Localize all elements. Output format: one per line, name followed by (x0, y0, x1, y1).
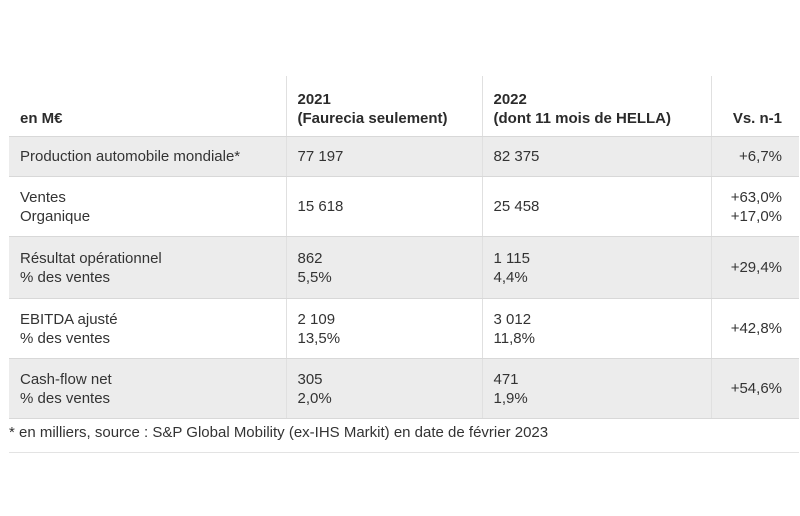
financial-results-table: en M€ 2021 (Faurecia seulement) 2022 (do… (9, 76, 799, 419)
header-2022-note: (dont 11 mois de HELLA) (493, 110, 672, 127)
value-2021-sub-line: 13,5% (297, 329, 341, 347)
row-label: Production automobile mondiale* (9, 136, 286, 177)
value-2021-sub-line: 2,0% (297, 389, 332, 407)
value-2021: 862 5,5% (285, 236, 482, 299)
value-change-line: +54,6% (730, 380, 782, 397)
value-2022: 3 012 11,8% (481, 298, 711, 359)
row-label-line: EBITDA ajusté (20, 310, 118, 328)
row-sublabel-line: % des ventes (20, 268, 111, 286)
row-sublabel-line: % des ventes (20, 329, 111, 347)
value-2021: 2 109 13,5% (285, 298, 482, 359)
value-2022: 1 115 4,4% (481, 236, 711, 299)
value-2021-line: 77 197 (297, 148, 344, 165)
value-2022-line: 25 458 (493, 198, 540, 215)
value-change-line: +42,8% (730, 320, 782, 337)
value-2022: 25 458 (481, 176, 711, 237)
value-change: +54,6% (710, 358, 799, 419)
table-header-row: en M€ 2021 (Faurecia seulement) 2022 (do… (9, 76, 799, 137)
value-change: +6,7% (710, 136, 799, 177)
header-change: Vs. n-1 (710, 76, 799, 137)
table-row: Production automobile mondiale* 77 197 8… (9, 136, 799, 177)
row-sublabel-line: Organique (20, 207, 91, 225)
value-change: +42,8% (710, 298, 799, 359)
value-2021-line: 862 (297, 249, 323, 267)
header-2021-year: 2021 (297, 91, 331, 108)
value-change-sub-line: +17,0% (730, 207, 782, 225)
table-row: Ventes Organique 15 618 25 458 +63,0% +1… (9, 176, 799, 237)
row-label: EBITDA ajusté % des ventes (9, 298, 286, 359)
table-footnote: * en milliers, source : S&P Global Mobil… (9, 424, 549, 441)
value-2022-line: 82 375 (493, 148, 540, 165)
value-2021: 305 2,0% (285, 358, 482, 419)
value-2021: 77 197 (285, 136, 482, 177)
table-row: EBITDA ajusté % des ventes 2 109 13,5% 3… (9, 298, 799, 359)
header-2022: 2022 (dont 11 mois de HELLA) (481, 76, 711, 137)
header-2022-year: 2022 (493, 91, 527, 108)
value-2021-line: 2 109 (297, 310, 336, 328)
value-2021-line: 305 (297, 370, 323, 388)
row-label: Ventes Organique (9, 176, 286, 237)
value-2022-sub-line: 4,4% (493, 268, 528, 286)
value-2021: 15 618 (285, 176, 482, 237)
row-sublabel-line: % des ventes (20, 389, 111, 407)
header-unit-label: en M€ (20, 110, 63, 127)
row-label: Cash-flow net % des ventes (9, 358, 286, 419)
value-change-line: +6,7% (739, 148, 782, 165)
header-2021-note: (Faurecia seulement) (297, 110, 448, 127)
header-2021: 2021 (Faurecia seulement) (285, 76, 482, 137)
value-change-line: +29,4% (730, 259, 782, 276)
value-2022-line: 3 012 (493, 310, 532, 328)
value-change: +63,0% +17,0% (710, 176, 799, 237)
header-change-label: Vs. n-1 (732, 110, 782, 127)
row-label: Résultat opérationnel % des ventes (9, 236, 286, 299)
value-2022-line: 1 115 (493, 249, 530, 267)
value-change-line: +63,0% (730, 188, 782, 206)
value-2021-line: 15 618 (297, 198, 344, 215)
table-row: Résultat opérationnel % des ventes 862 5… (9, 236, 799, 299)
financial-table-container: en M€ 2021 (Faurecia seulement) 2022 (do… (9, 76, 799, 453)
row-label-line: Production automobile mondiale* (20, 148, 241, 165)
value-2022: 471 1,9% (481, 358, 711, 419)
value-2022-sub-line: 11,8% (493, 329, 535, 347)
header-unit: en M€ (9, 76, 286, 137)
value-2022-sub-line: 1,9% (493, 389, 528, 407)
table-row: Cash-flow net % des ventes 305 2,0% 471 … (9, 358, 799, 419)
value-2022-line: 471 (493, 370, 519, 388)
row-label-line: Résultat opérationnel (20, 249, 162, 267)
row-label-line: Ventes (20, 188, 66, 206)
row-label-line: Cash-flow net (20, 370, 112, 388)
value-change: +29,4% (710, 236, 799, 299)
value-2022: 82 375 (481, 136, 711, 177)
value-2021-sub-line: 5,5% (297, 268, 332, 286)
